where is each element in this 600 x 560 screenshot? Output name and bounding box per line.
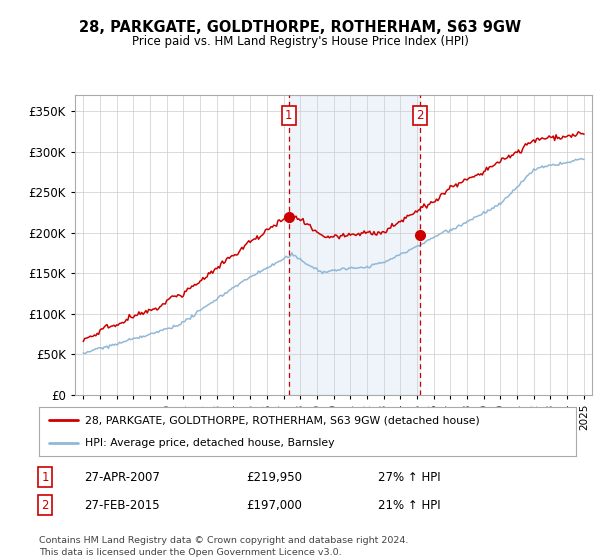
Text: 1: 1	[285, 109, 293, 122]
Text: £197,000: £197,000	[246, 498, 302, 512]
Bar	[289, 95, 419, 395]
Text: Contains HM Land Registry data © Crown copyright and database right 2024.
This d: Contains HM Land Registry data © Crown c…	[39, 536, 409, 557]
Text: 27-APR-2007: 27-APR-2007	[84, 470, 160, 484]
Text: 27-FEB-2015: 27-FEB-2015	[84, 498, 160, 512]
Text: Price paid vs. HM Land Registry's House Price Index (HPI): Price paid vs. HM Land Registry's House …	[131, 35, 469, 48]
Text: 28, PARKGATE, GOLDTHORPE, ROTHERHAM, S63 9GW (detached house): 28, PARKGATE, GOLDTHORPE, ROTHERHAM, S63…	[85, 416, 479, 426]
Text: £219,950: £219,950	[246, 470, 302, 484]
Text: HPI: Average price, detached house, Barnsley: HPI: Average price, detached house, Barn…	[85, 438, 334, 448]
Text: 27% ↑ HPI: 27% ↑ HPI	[378, 470, 440, 484]
Text: 2: 2	[41, 498, 49, 512]
Text: 28, PARKGATE, GOLDTHORPE, ROTHERHAM, S63 9GW: 28, PARKGATE, GOLDTHORPE, ROTHERHAM, S63…	[79, 20, 521, 35]
Text: 2: 2	[416, 109, 424, 122]
Text: 21% ↑ HPI: 21% ↑ HPI	[378, 498, 440, 512]
Text: 1: 1	[41, 470, 49, 484]
